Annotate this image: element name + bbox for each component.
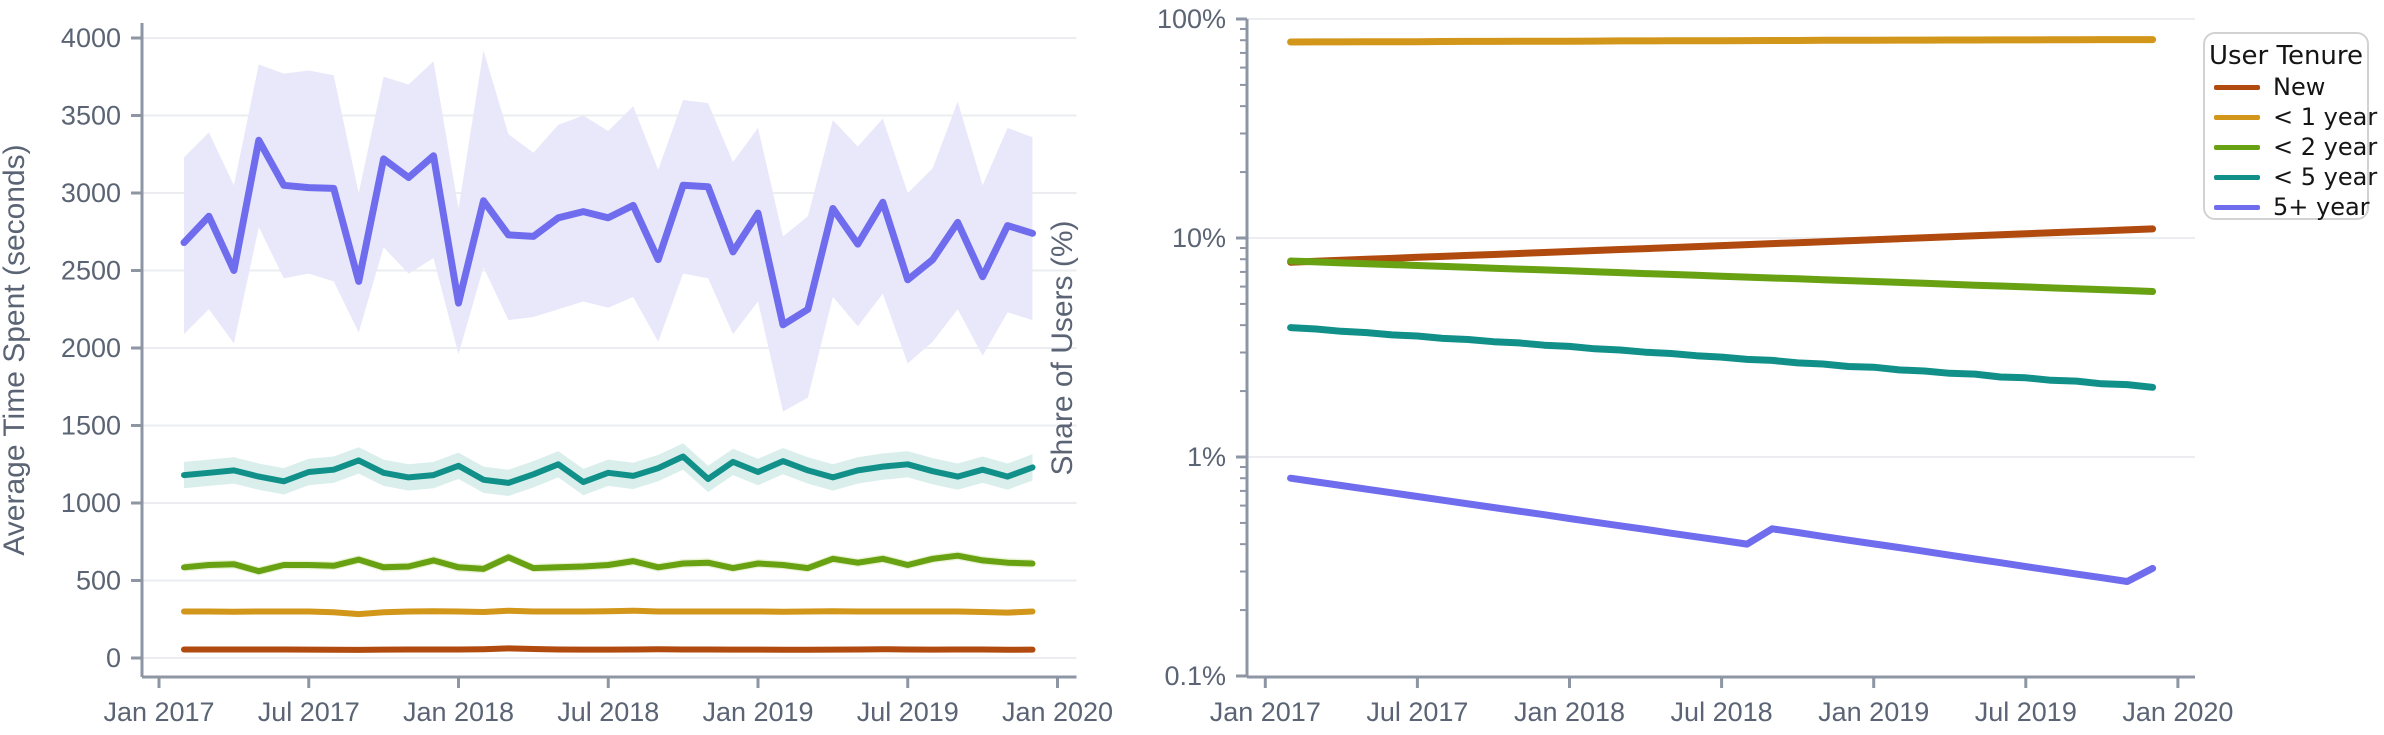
left-line-new	[181, 645, 1036, 653]
left-xtick-label: Jan 2018	[403, 697, 514, 727]
right-ytick-label: 10%	[1172, 223, 1226, 253]
left-band-p5	[184, 50, 1033, 412]
left-line-lt1	[181, 607, 1036, 618]
left-ytick-label: 4000	[61, 23, 121, 53]
right-ytick-label: 0.1%	[1164, 661, 1226, 691]
right-xtick-label: Jul 2019	[1975, 697, 2077, 727]
left-xtick-label: Jan 2017	[103, 697, 214, 727]
legend-swatch-lt2	[2214, 144, 2260, 150]
right-ytick-label: 100%	[1157, 4, 1226, 34]
left-ytick-label: 2500	[61, 256, 121, 286]
left-xtick-label: Jul 2018	[557, 697, 659, 727]
legend-item-lt5: < 5 year	[2205, 162, 2377, 192]
legend-item-new: New	[2205, 72, 2367, 102]
legend-swatch-new	[2214, 84, 2260, 90]
left-xtick-label: Jul 2017	[258, 697, 360, 727]
legend-item-p5: 5+ year	[2205, 192, 2370, 222]
right-line-p5	[1287, 474, 2157, 585]
right-xtick-label: Jul 2017	[1366, 697, 1468, 727]
left-ytick-label: 1000	[61, 488, 121, 518]
left-axis-title: Average Time Spent (seconds)	[0, 144, 31, 555]
right-xtick-label: Jan 2018	[1514, 697, 1625, 727]
left-line-lt5	[181, 453, 1036, 486]
right-line-lt2	[1287, 257, 2157, 295]
legend: User Tenure New < 1 year < 2 year < 5 year 5…	[2203, 32, 2377, 222]
left-xtick-label: Jan 2020	[1002, 697, 1113, 727]
legend-item-label: < 5 year	[2273, 163, 2378, 191]
right-line-lt5	[1287, 324, 2157, 391]
left-band-lt5	[184, 443, 1033, 496]
legend-title: User Tenure	[2208, 41, 2364, 71]
right-xtick-label: Jan 2017	[1210, 697, 1321, 727]
left-xtick-label: Jul 2019	[857, 697, 959, 727]
right-line-lt1	[1287, 36, 2157, 46]
legend-item-label: < 2 year	[2273, 133, 2378, 161]
legend-swatch-lt5	[2214, 174, 2260, 180]
legend-item-lt2: < 2 year	[2205, 132, 2377, 162]
right-ytick-label: 1%	[1187, 442, 1226, 472]
left-line-p5	[180, 136, 1036, 329]
left-xtick-label: Jan 2019	[702, 697, 813, 727]
right-xtick-label: Jan 2020	[2122, 697, 2233, 727]
right-line-new	[1287, 225, 2157, 266]
legend-item-lt1: < 1 year	[2205, 102, 2377, 132]
left-line-lt2	[181, 552, 1036, 575]
right-xtick-label: Jan 2019	[1818, 697, 1929, 727]
legend-item-label: 5+ year	[2273, 193, 2370, 221]
left-ytick-label: 3000	[61, 178, 121, 208]
left-ytick-label: 2000	[61, 333, 121, 363]
legend-item-label: New	[2273, 73, 2326, 101]
legend-swatch-lt1	[2214, 114, 2260, 120]
left-ytick-label: 0	[106, 643, 121, 673]
legend-items: New < 1 year < 2 year < 5 year 5+ year	[2205, 72, 2377, 222]
left-ytick-label: 1500	[61, 411, 121, 441]
left-ytick-label: 500	[76, 566, 121, 596]
legend-swatch-p5	[2214, 204, 2260, 210]
right-xtick-label: Jul 2018	[1671, 697, 1773, 727]
legend-item-label: < 1 year	[2273, 103, 2378, 131]
right-chart	[1236, 17, 2195, 688]
left-chart	[131, 23, 1077, 688]
right-axis-title: Share of Users (%)	[1046, 220, 1079, 475]
left-ytick-label: 3500	[61, 101, 121, 131]
